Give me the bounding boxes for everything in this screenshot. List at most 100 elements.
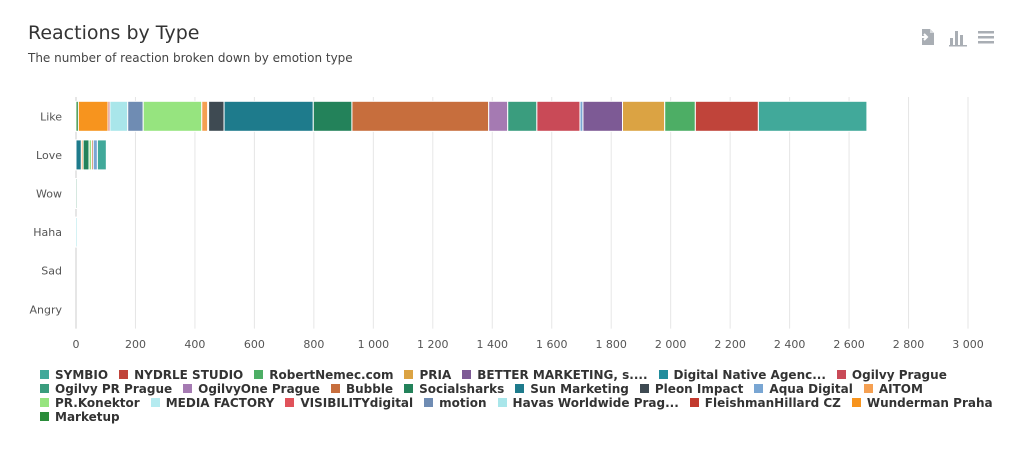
legend-swatch: [119, 370, 129, 379]
y-category-label: Angry: [29, 303, 62, 316]
legend-swatch: [836, 370, 846, 379]
bar-segment: [109, 100, 129, 132]
legend-item[interactable]: BETTER MARKETING, s....: [462, 368, 648, 382]
legend-swatch: [40, 384, 49, 393]
x-tick-label: 2 200: [714, 338, 746, 351]
legend-item[interactable]: Sun Marketing: [515, 382, 629, 396]
legend-swatch: [515, 384, 525, 393]
bar-segment: [75, 178, 78, 209]
chart-toolbar: [918, 27, 998, 49]
legend-label: RobertNemec.com: [269, 368, 394, 382]
x-tick-label: 2 000: [655, 338, 687, 351]
legend-item[interactable]: Bubble: [330, 382, 394, 396]
legend-label: Ogilvy Prague: [851, 368, 947, 382]
legend-item[interactable]: MEDIA FACTORY: [150, 396, 275, 410]
x-tick-label: 600: [244, 338, 265, 351]
legend-item[interactable]: OgilvyOne Prague: [183, 382, 320, 396]
legend-item[interactable]: motion: [424, 396, 487, 410]
bar-segment: [621, 100, 666, 132]
x-axis-labels: 0 200 400 600 800 1 000 1 200 1 400 1 600 1 800 2 …: [73, 338, 984, 351]
bar-segment: [127, 100, 144, 132]
legend-item[interactable]: RobertNemec.com: [254, 368, 393, 382]
x-tick-label: 1 400: [477, 338, 509, 351]
bar-segment: [582, 100, 623, 132]
legend-item[interactable]: Ogilvy PR Prague: [40, 382, 172, 396]
legend-item[interactable]: VISIBILITYdigital: [285, 396, 413, 410]
legend-label: VISIBILITYdigital: [300, 396, 414, 410]
legend-item[interactable]: Marketup: [40, 410, 120, 424]
bar-segment: [75, 139, 82, 171]
legend-label: NYDRLE STUDIO: [134, 368, 244, 382]
legend-label: Wunderman Praha: [866, 396, 993, 410]
y-category-label: Sad: [41, 265, 62, 278]
bar-segment: [757, 100, 868, 132]
bar-segment: [201, 100, 209, 132]
legend-item[interactable]: Havas Worldwide Prag...: [497, 396, 679, 410]
bar-segment: [664, 100, 696, 132]
x-tick-label: 2 400: [774, 338, 806, 351]
bar-segment: [694, 100, 759, 132]
bar-segment: [223, 100, 314, 132]
x-tick-label: 1 600: [536, 338, 568, 351]
legend-label: OgilvyOne Prague: [198, 382, 320, 396]
chart-title: Reactions by Type: [28, 22, 200, 44]
legend-item[interactable]: Wunderman Praha: [851, 396, 993, 410]
legend-swatch: [330, 384, 340, 393]
legend-item[interactable]: NYDRLE STUDIO: [119, 368, 243, 382]
y-category-label: Haha: [33, 226, 62, 239]
bar-segment: [536, 100, 581, 132]
legend-swatch: [689, 398, 699, 407]
legend-item[interactable]: Digital Native Agenc...: [658, 368, 826, 382]
legend-swatch: [404, 370, 414, 379]
legend-swatch: [254, 370, 264, 379]
grid-lines: [75, 97, 969, 329]
bar-segment: [488, 100, 509, 132]
x-tick-label: 1 000: [358, 338, 390, 351]
y-axis-labels: Like Love Wow Haha Sad Angry: [29, 110, 62, 316]
legend-item[interactable]: SYMBIO: [40, 368, 108, 382]
legend-label: BETTER MARKETING, s....: [477, 368, 648, 382]
y-category-label: Like: [40, 110, 62, 123]
bar-segment: [77, 100, 109, 132]
bar-segment: [82, 139, 90, 171]
legend-swatch: [404, 384, 414, 393]
legend-label: PRIA: [419, 368, 452, 382]
legend-item[interactable]: AITOM: [863, 382, 923, 396]
legend-item[interactable]: Ogilvy Prague: [836, 368, 947, 382]
legend-label: SYMBIO: [55, 368, 109, 382]
legend-swatch: [754, 384, 764, 393]
legend-label: Marketup: [55, 410, 120, 424]
legend-label: Bubble: [345, 382, 394, 396]
legend-item[interactable]: Pleon Impact: [639, 382, 743, 396]
legend-swatch: [658, 370, 668, 379]
legend-label: MEDIA FACTORY: [165, 396, 275, 410]
x-tick-label: 200: [125, 338, 146, 351]
legend-label: motion: [439, 396, 487, 410]
legend-item[interactable]: FleishmanHillard CZ: [689, 396, 841, 410]
legend-item[interactable]: Socialsharks: [404, 382, 504, 396]
legend-label: PR.Konektor: [55, 396, 140, 410]
legend-item[interactable]: Aqua Digital: [754, 382, 853, 396]
legend-swatch: [497, 398, 507, 407]
legend-swatch: [183, 384, 193, 393]
legend-swatch: [462, 370, 472, 379]
legend-swatch: [40, 370, 49, 379]
bar-segment: [75, 216, 78, 248]
legend-item[interactable]: PR.Konektor: [40, 396, 140, 410]
chart-type-icon[interactable]: [948, 27, 968, 47]
bar-segment: [312, 100, 353, 132]
legend-swatch: [40, 398, 49, 407]
legend-label: Havas Worldwide Prag...: [512, 396, 679, 410]
legend-label: Sun Marketing: [530, 382, 629, 396]
legend-swatch: [424, 398, 434, 407]
chart-subtitle: The number of reaction broken down by em…: [28, 51, 353, 65]
x-tick-label: 0: [73, 338, 80, 351]
export-icon[interactable]: [918, 27, 938, 47]
y-category-label: Wow: [36, 188, 62, 201]
bar-segment: [142, 100, 203, 132]
bar-segment: [507, 100, 538, 132]
legend-item[interactable]: PRIA: [404, 368, 451, 382]
menu-icon[interactable]: [976, 27, 996, 47]
legend-swatch: [863, 384, 873, 393]
legend-label: Digital Native Agenc...: [673, 368, 826, 382]
